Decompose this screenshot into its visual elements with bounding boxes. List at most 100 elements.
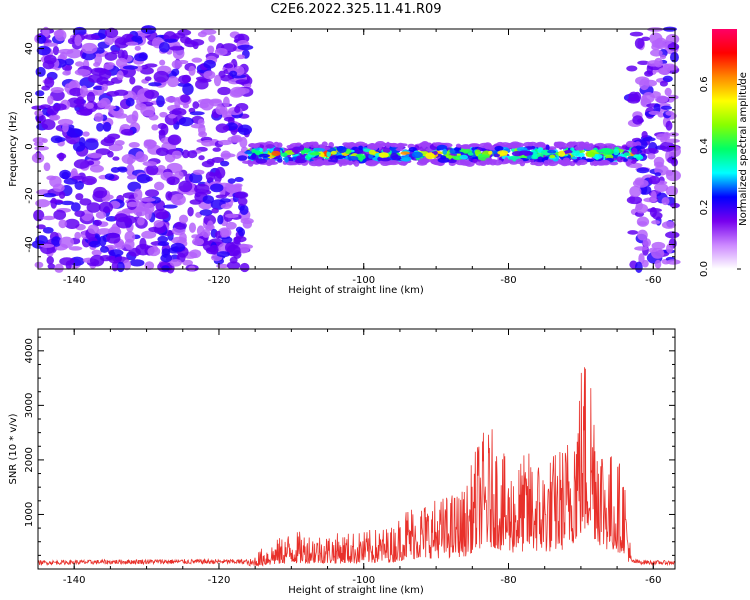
heatmap-cell (234, 105, 241, 114)
heatmap-cell (277, 158, 283, 163)
heatmap-cell (234, 176, 244, 183)
heatmap-cell (76, 96, 85, 108)
heatmap-cell (135, 103, 147, 111)
heatmap-cell (85, 102, 94, 109)
snr-axes: -140 -120 -100 -80 -60 1000 2000 3000 4000 (24, 329, 675, 586)
heatmap-cell (663, 131, 671, 141)
heatmap-cell (661, 197, 670, 206)
heatmap-cell (117, 49, 125, 60)
heatmap-cell (144, 202, 155, 215)
heatmap-cell (667, 42, 680, 51)
heatmap-cell (54, 29, 67, 42)
heatmap-cell (151, 124, 159, 131)
heatmap-cell (649, 207, 657, 218)
heatmap-cell (249, 144, 258, 148)
x-tick-label: -140 (63, 275, 86, 286)
heatmap-cell (59, 169, 71, 180)
heatmap-cell (636, 167, 650, 174)
heatmap-cell (192, 101, 200, 109)
heatmap-cell (153, 220, 164, 228)
heatmap-cell (99, 246, 109, 253)
heatmap-cell (36, 224, 46, 230)
heatmap-cell (634, 203, 649, 214)
heatmap-cell (251, 152, 257, 160)
heatmap-cell (515, 158, 524, 165)
heatmap-cell (208, 35, 216, 43)
heatmap-cell (632, 115, 644, 125)
heatmap-cell (488, 150, 493, 155)
heatmap-cell (104, 173, 115, 180)
heatmap-cell (641, 36, 651, 41)
spectrogram-x-axis-label: Height of straight line (km) (288, 285, 424, 296)
heatmap-cell (300, 149, 305, 155)
heatmap-cell (532, 151, 538, 159)
heatmap-cell (199, 209, 213, 216)
heatmap-cell (220, 153, 236, 158)
heatmap-cell (122, 259, 132, 271)
heatmap-cell (169, 110, 182, 116)
heatmap-cell (643, 148, 659, 155)
heatmap-cell (239, 136, 248, 149)
heatmap-cell (296, 155, 306, 162)
heatmap-cell (192, 41, 199, 50)
heatmap-cell (367, 143, 378, 150)
heatmap-cell (155, 211, 170, 220)
heatmap-cell (44, 76, 55, 88)
heatmap-cell (647, 153, 656, 160)
heatmap-cell (111, 261, 119, 272)
heatmap-cell (74, 69, 91, 76)
heatmap-cell (103, 63, 114, 70)
colorbar-tick-label: 0.0 (699, 261, 710, 277)
heatmap-cell (116, 70, 124, 81)
heatmap-cell (625, 160, 631, 167)
heatmap-cell (156, 95, 165, 108)
heatmap-cell (75, 193, 84, 201)
heatmap-cell (326, 151, 332, 158)
heatmap-cell (86, 202, 101, 213)
y-tick-label: 0 (24, 143, 35, 149)
heatmap-cell (236, 54, 246, 60)
heatmap-cell (651, 220, 661, 225)
heatmap-cell (180, 94, 191, 103)
heatmap-cell (71, 175, 85, 180)
heatmap-cell (564, 149, 573, 154)
colorbar-ticks: 0.0 0.2 0.4 0.6 (699, 76, 741, 277)
heatmap-cell (280, 152, 288, 157)
heatmap-cell (215, 104, 226, 115)
heatmap-cell (98, 201, 114, 214)
heatmap-cell (210, 183, 224, 193)
heatmap-cell (64, 218, 80, 229)
heatmap-cell (570, 149, 580, 157)
heatmap-cell (234, 191, 249, 199)
heatmap-cell (47, 263, 56, 270)
heatmap-cell (75, 61, 84, 67)
heatmap-cell (242, 219, 253, 229)
heatmap-cell (547, 149, 557, 154)
colorbar: 0.0 0.2 0.4 0.6 Normalized spectral amplitu… (699, 29, 749, 277)
heatmap-cell (68, 246, 83, 251)
heatmap-cell (58, 152, 65, 162)
heatmap-cell (124, 231, 136, 243)
heatmap-cell (504, 157, 509, 164)
colorbar-gradient (712, 29, 737, 269)
heatmap-cell (94, 112, 104, 122)
heatmap-cell (166, 76, 180, 88)
heatmap-cell (665, 231, 680, 239)
heatmap-cell (518, 150, 531, 155)
x-tick-label: -60 (645, 275, 661, 286)
heatmap-cell (206, 220, 214, 231)
heatmap-cell (113, 112, 128, 119)
heatmap-cell (207, 45, 215, 54)
heatmap-cell (512, 144, 521, 148)
heatmap-cell (206, 247, 215, 252)
heatmap-cell (50, 87, 64, 94)
heatmap-cell (140, 67, 154, 75)
heatmap-cell (547, 146, 557, 151)
heatmap-cell (327, 159, 340, 163)
heatmap-cell (665, 138, 680, 143)
heatmap-cell (54, 263, 64, 273)
heatmap-cell (59, 257, 75, 266)
heatmap-cell (58, 48, 74, 55)
heatmap-cell (199, 78, 212, 83)
heatmap-cell (147, 246, 161, 257)
